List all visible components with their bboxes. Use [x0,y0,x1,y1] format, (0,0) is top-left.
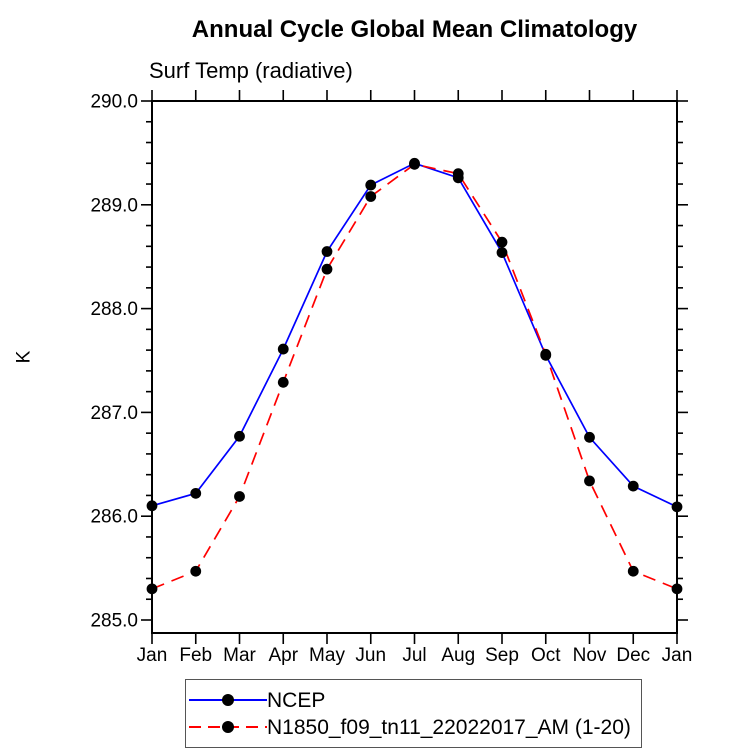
plot-box [151,100,678,634]
x-tick-label: Apr [268,645,298,666]
data-point-marker-model [671,583,683,595]
data-point-marker-model [584,475,595,487]
data-point-marker-model [321,263,333,275]
x-tick-label: Dec [616,645,650,666]
data-point-marker-ncep [277,343,289,355]
data-point-marker-model [146,583,158,595]
data-point-marker-ncep [627,480,639,492]
x-tick-label: Mar [223,645,256,666]
data-point-marker-model [496,236,508,248]
data-point-marker-ncep [146,500,158,512]
y-tick-label: 290.0 [90,92,138,113]
x-tick-label: Feb [179,645,212,666]
y-tick-label: 289.0 [90,195,138,216]
x-tick-label: Oct [531,645,561,666]
y-tick-label: 285.0 [90,611,138,632]
series-line-model [151,163,678,590]
data-point-marker-model [627,565,639,577]
data-point-marker-model [190,565,202,577]
data-point-marker-ncep [584,431,595,443]
chart-title: Annual Cycle Global Mean Climatology [191,16,638,43]
legend-entry-model: N1850_f09_tn11_22022017_AM (1-20) [189,715,641,739]
x-tick-label: Jan [662,645,693,666]
chart-subtitle: Surf Temp (radiative) [149,58,353,83]
plot-area: 285.0 286.0 287.0 288.0 289.0 290.0 Jan Feb Mar A… [90,90,693,666]
y-tick-label: 288.0 [90,299,138,320]
x-tick-label: May [309,645,345,666]
x-tick-label: Nov [573,645,607,666]
data-point-marker-ncep [496,247,508,258]
legend-label-model: N1850_f09_tn11_22022017_AM (1-20) [267,715,631,739]
x-tick-label: Jul [402,645,426,666]
data-point-marker-ncep [321,246,333,257]
legend-line-sample-solid [189,694,267,706]
legend-line-sample-dashed [189,721,267,733]
x-tick-label: Jan [137,645,168,666]
x-tick-label: Jun [355,645,386,666]
y-tick-label: 287.0 [90,403,138,424]
series-line-ncep [151,162,678,508]
legend-sample-marker [222,694,234,706]
data-point-marker-ncep [671,501,683,513]
legend-entry-ncep: NCEP [189,688,641,712]
legend-label-ncep: NCEP [267,688,326,712]
data-point-marker-model [277,376,289,388]
data-point-marker-model [452,168,464,180]
y-tick-label: 286.0 [90,507,138,528]
x-tick-label: Sep [485,645,519,666]
data-point-marker-ncep [365,179,377,191]
data-point-marker-model [540,348,552,360]
legend-sample-marker [222,721,234,733]
data-point-marker-model [365,191,377,202]
data-point-marker-ncep [190,487,202,499]
x-tick-label: Aug [441,645,475,666]
data-point-marker-model [234,491,245,502]
data-point-marker-model [409,158,420,170]
data-point-marker-ncep [234,430,245,442]
legend-box: NCEP N1850_f09_tn11_22022017_AM (1-20) [185,679,642,748]
